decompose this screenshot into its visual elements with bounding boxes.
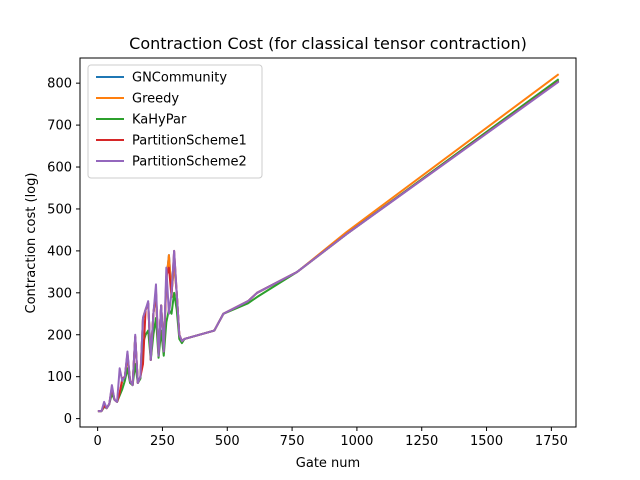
x-tick-label-2: 500 xyxy=(215,434,240,449)
x-tick-label-4: 1000 xyxy=(340,434,373,449)
x-tick-label-1: 250 xyxy=(150,434,175,449)
series-layer xyxy=(97,73,560,413)
y-tick-label-4: 400 xyxy=(47,244,72,259)
legend-label-3: PartitionScheme1 xyxy=(132,134,247,149)
axes-layer: 0 250 500 750 1000 1250 1500 1750 0 100 200 300 400 5… xyxy=(47,77,568,449)
legend: GNCommunity Greedy KaHyPar PartitionScheme1… xyxy=(87,64,263,179)
x-tick-label-7: 1750 xyxy=(535,434,568,449)
x-tick-label-6: 1500 xyxy=(470,434,503,449)
y-tick-label-6: 600 xyxy=(47,161,72,176)
legend-box xyxy=(87,64,263,179)
y-tick-label-1: 100 xyxy=(47,370,72,385)
y-tick-label-0: 0 xyxy=(64,412,72,427)
x-axis-label: Gate num xyxy=(296,456,360,471)
legend-label-0: GNCommunity xyxy=(132,71,227,86)
y-tick-label-2: 200 xyxy=(47,328,72,343)
x-tick-label-5: 1250 xyxy=(405,434,438,449)
legend-label-4: PartitionScheme2 xyxy=(132,155,247,170)
y-tick-label-3: 300 xyxy=(47,286,72,301)
chart-title: Contraction Cost (for classical tensor c… xyxy=(129,34,527,53)
y-axis-label: Contraction cost (log) xyxy=(24,173,39,314)
legend-label-2: KaHyPar xyxy=(132,113,187,128)
y-tick-label-5: 500 xyxy=(47,202,72,217)
y-tick-label-7: 700 xyxy=(47,119,72,134)
legend-label-1: Greedy xyxy=(132,92,179,107)
series-line-4 xyxy=(97,80,560,413)
x-tick-label-0: 0 xyxy=(93,434,101,449)
y-tick-label-8: 800 xyxy=(47,77,72,92)
x-tick-label-3: 750 xyxy=(280,434,305,449)
plot-frame xyxy=(79,57,577,428)
